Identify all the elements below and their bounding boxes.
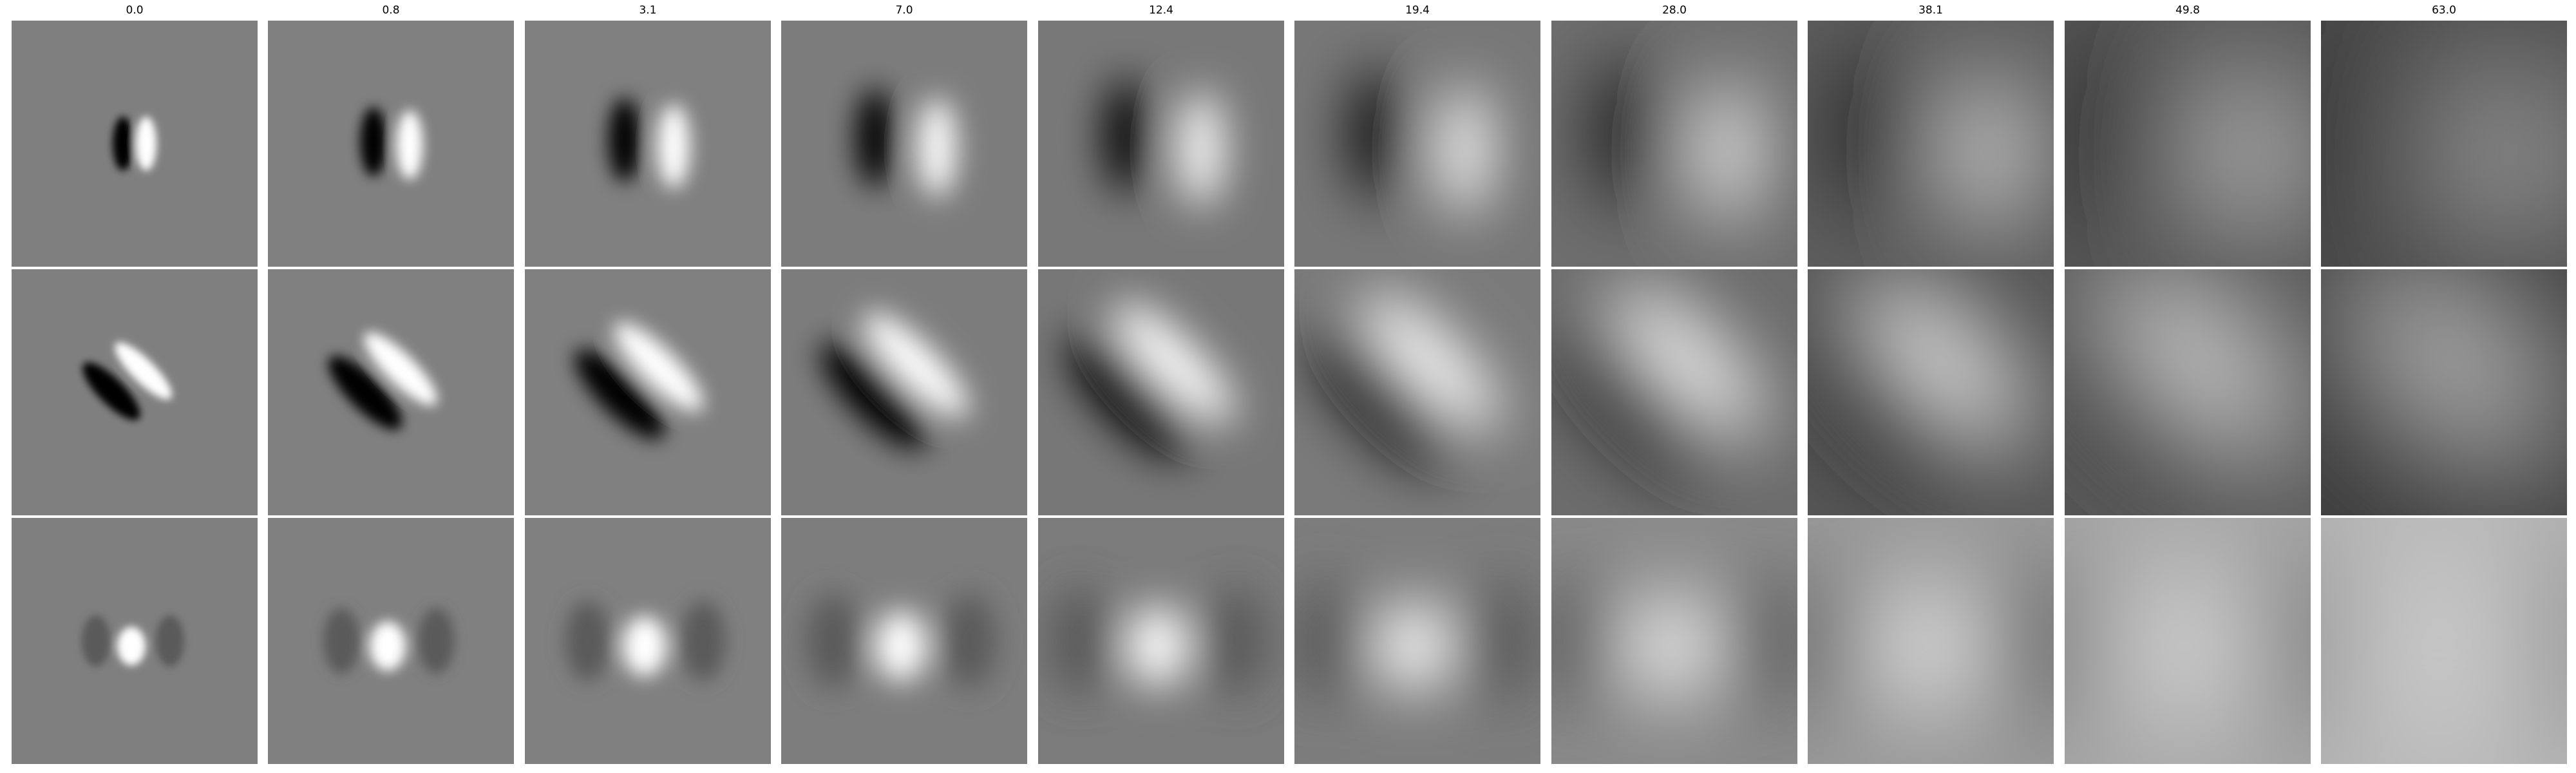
filter-panel (2321, 518, 2567, 764)
filter-panel (268, 518, 514, 764)
filter-panel (2065, 21, 2311, 267)
filter-panel (781, 269, 1027, 515)
column-title: 12.4 (1149, 4, 1173, 17)
column-title: 7.0 (895, 4, 913, 17)
filter-panel (1551, 518, 1797, 764)
column-title: 49.8 (2175, 4, 2200, 17)
filter-panel (2321, 21, 2567, 267)
filter-panel (1038, 21, 1284, 267)
column-title: 0.0 (126, 4, 144, 17)
filter-panel (1038, 518, 1284, 764)
filter-panel (781, 518, 1027, 764)
filter-panel (268, 21, 514, 267)
column-title: 19.4 (1405, 4, 1430, 17)
filter-panel (1294, 21, 1540, 267)
filter-panel (12, 269, 258, 515)
filter-panel (1551, 269, 1797, 515)
column-title: 28.0 (1662, 4, 1687, 17)
filter-panel (781, 21, 1027, 267)
filter-panel (1551, 21, 1797, 267)
filter-panel (1808, 21, 2054, 267)
filter-panel (2065, 269, 2311, 515)
filter-panel (1038, 269, 1284, 515)
filter-panel (525, 518, 771, 764)
filter-panel (525, 269, 771, 515)
column-title: 63.0 (2432, 4, 2456, 17)
filter-panel (1808, 269, 2054, 515)
filter-panel (1294, 518, 1540, 764)
filter-panel (2065, 518, 2311, 764)
filter-panel (1294, 269, 1540, 515)
column-title: 3.1 (639, 4, 657, 17)
filter-panel (12, 21, 258, 267)
filter-panel (268, 269, 514, 515)
filter-panel (525, 21, 771, 267)
filter-panel (12, 518, 258, 764)
filter-panel (1808, 518, 2054, 764)
column-title: 0.8 (382, 4, 400, 17)
filter-panel (2321, 269, 2567, 515)
column-title: 38.1 (1918, 4, 1943, 17)
